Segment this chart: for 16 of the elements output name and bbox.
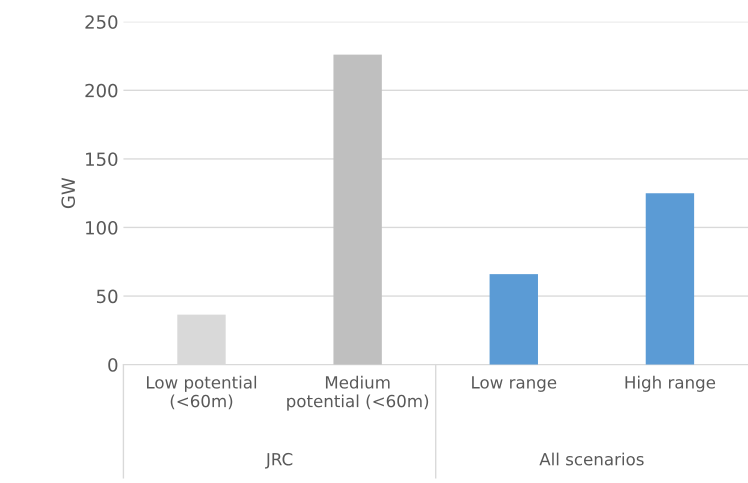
x-tick-label: High range bbox=[626, 376, 716, 392]
y-tick-label: 200 bbox=[85, 84, 118, 98]
y-tick-label: 150 bbox=[86, 152, 118, 166]
x-tick-label: Low range bbox=[472, 376, 556, 392]
y-axis-title: GW bbox=[61, 178, 76, 208]
y-tick-label: 50 bbox=[96, 290, 118, 304]
y-tick-label: 0 bbox=[108, 358, 118, 372]
text: JRC bbox=[265, 452, 292, 469]
x-tick-label: Low potential (<60m) bbox=[147, 376, 256, 410]
y-tick-label: 100 bbox=[86, 220, 118, 235]
bar bbox=[333, 54, 382, 365]
bar bbox=[646, 193, 694, 365]
bar bbox=[490, 274, 538, 365]
x-tick-label: Medium potential (<60m) bbox=[287, 376, 428, 411]
y-tick-label: 250 bbox=[85, 15, 118, 29]
text: All scenarios bbox=[539, 452, 644, 466]
